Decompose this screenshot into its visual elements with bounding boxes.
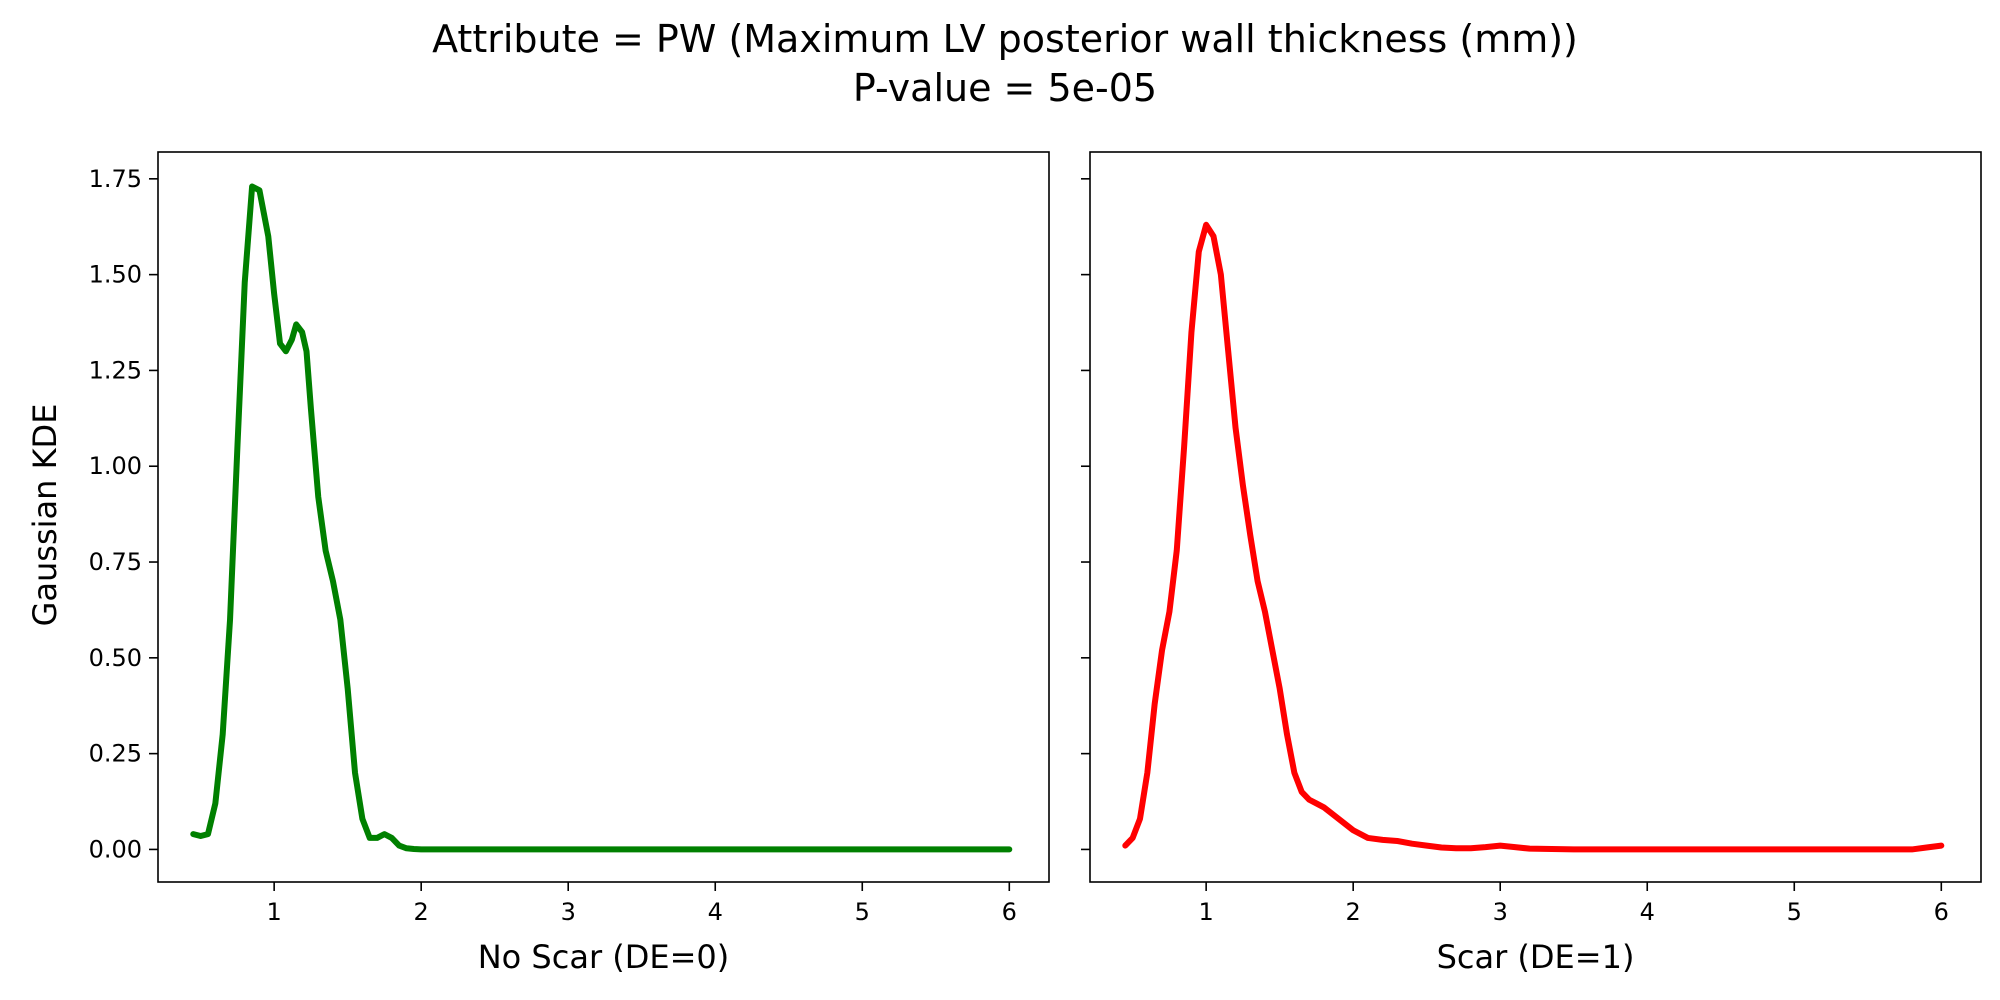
x-tick-label: 2 xyxy=(414,898,429,926)
y-axis-label: Gaussian KDE xyxy=(26,404,64,627)
y-tick-label: 0.25 xyxy=(89,740,142,768)
kde-line-0-0 xyxy=(190,183,1013,853)
x-axis-label: No Scar (DE=0) xyxy=(478,938,730,976)
y-tick-label: 0.75 xyxy=(89,548,142,576)
x-axis-label: Scar (DE=1) xyxy=(1437,938,1635,976)
x-tick-label: 3 xyxy=(1493,898,1508,926)
x-tick-label: 5 xyxy=(1787,898,1802,926)
y-tick-label: 1.75 xyxy=(89,165,142,193)
y-tick-label: 1.00 xyxy=(89,452,142,480)
axes-frame xyxy=(157,151,1050,883)
kde-line-1-0 xyxy=(1122,221,1945,853)
x-tick-label: 6 xyxy=(1934,898,1949,926)
x-tick-label: 2 xyxy=(1346,898,1361,926)
y-tick-label: 0.00 xyxy=(89,835,142,863)
axes-frame xyxy=(1089,151,1982,883)
panel-scar: 1 2 3 4 5 6 Scar (DE=1) xyxy=(1081,151,1982,976)
chart-title: Attribute = PW (Maximum LV posterior wal… xyxy=(432,17,1578,61)
y-tick-label: 1.25 xyxy=(89,356,142,384)
x-tick-label: 4 xyxy=(708,898,723,926)
x-tick-label: 1 xyxy=(267,898,282,926)
y-tick-label: 0.50 xyxy=(89,644,142,672)
y-tick-label: 1.50 xyxy=(89,261,142,289)
chart-subtitle: P-value = 5e-05 xyxy=(853,66,1157,110)
x-tick-label: 1 xyxy=(1199,898,1214,926)
x-tick-label: 5 xyxy=(855,898,870,926)
x-tick-label: 6 xyxy=(1002,898,1017,926)
panel-no-scar: 1 2 3 4 5 6 0.00 0.25 0.50 0.75 1.00 1.25 1.50 1.75 No… xyxy=(89,151,1050,976)
x-tick-label: 4 xyxy=(1640,898,1655,926)
x-tick-label: 3 xyxy=(561,898,576,926)
